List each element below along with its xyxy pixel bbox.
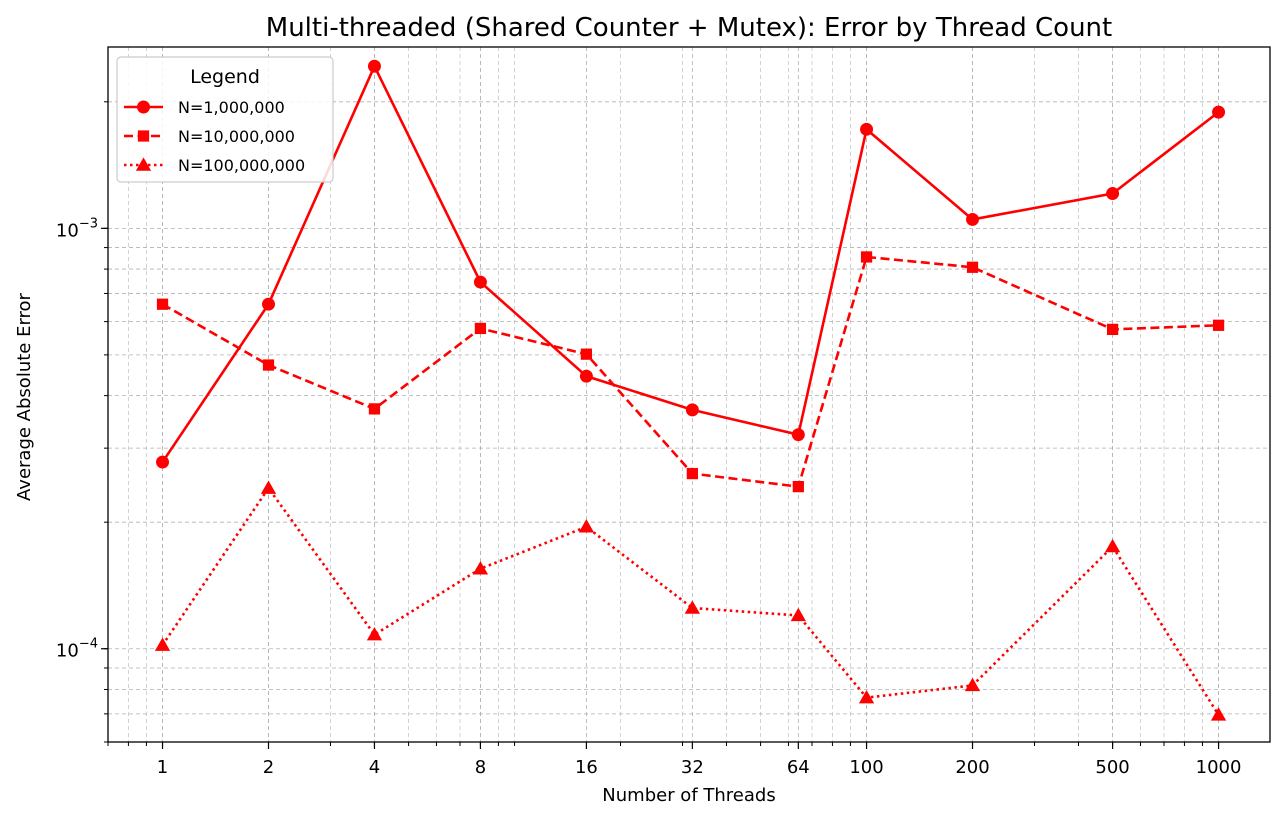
- data-point: [685, 403, 699, 417]
- chart-title: Multi-threaded (Shared Counter + Mutex):…: [266, 13, 1112, 43]
- data-point: [473, 275, 487, 289]
- data-point: [966, 261, 979, 273]
- x-tick-label: 100: [849, 757, 883, 778]
- series-line: [161, 255, 1219, 489]
- y-tick-label: 10−3: [56, 216, 98, 241]
- data-point: [578, 519, 595, 533]
- data-point: [368, 403, 381, 415]
- data-point: [790, 607, 806, 622]
- data-point: [579, 369, 593, 383]
- legend-box: [116, 56, 334, 183]
- grid-lines: [107, 47, 1270, 743]
- legend: Legend N=1,000,000 N=10,000,000 N=100,000,…: [116, 56, 334, 183]
- legend-entry: N=10,000,000: [124, 127, 295, 146]
- data-point: [858, 689, 875, 704]
- y-axis-label: Average Absolute Error: [14, 292, 35, 501]
- data-point: [684, 600, 701, 614]
- series-dotted: [154, 480, 1227, 721]
- data-point: [1212, 105, 1226, 119]
- y-tick-label: 10−4: [56, 637, 98, 662]
- data-point: [860, 251, 873, 263]
- x-tick-label: 32: [681, 757, 704, 778]
- legend-entries: N=1,000,000 N=10,000,000 N=100,000,000: [124, 98, 305, 175]
- data-point: [137, 100, 150, 114]
- data-point: [1212, 319, 1225, 331]
- data-point: [686, 467, 698, 480]
- x-tick-label: 64: [787, 757, 810, 778]
- x-tick-label: 16: [575, 757, 598, 778]
- x-tick-label: 8: [475, 757, 486, 778]
- data-point: [156, 455, 170, 469]
- data-point: [262, 297, 275, 311]
- data-point: [1104, 538, 1121, 553]
- legend-label: N=10,000,000: [178, 127, 295, 146]
- legend-title: Legend: [190, 66, 260, 88]
- x-tick-label: 200: [955, 757, 989, 778]
- data-point: [367, 59, 381, 73]
- axis-ticks: 1 2 4 8 16 32 64 100 200 500 1000 10−3 10−4: [56, 101, 1242, 778]
- x-tick-label: 2: [263, 757, 274, 778]
- data-point: [1210, 707, 1227, 721]
- data-point: [135, 157, 152, 171]
- x-tick-label: 500: [1095, 757, 1129, 778]
- data-point: [472, 561, 489, 575]
- x-axis-label: Number of Threads: [602, 785, 775, 806]
- data-series: [154, 59, 1227, 721]
- data-point: [154, 637, 171, 651]
- data-point: [474, 322, 487, 335]
- x-tick-label: 1000: [1196, 757, 1242, 778]
- legend-entry: N=1,000,000: [124, 98, 285, 117]
- data-point: [137, 130, 150, 142]
- legend-entry: N=100,000,000: [124, 156, 305, 175]
- plot-frame: [107, 46, 1271, 743]
- legend-label: N=100,000,000: [178, 156, 305, 175]
- data-point: [1106, 323, 1119, 336]
- data-point: [366, 627, 383, 641]
- data-point: [260, 480, 277, 494]
- data-point: [156, 298, 169, 310]
- x-tick-label: 4: [369, 757, 380, 778]
- data-point: [964, 677, 981, 692]
- x-tick-label: 1: [157, 757, 168, 778]
- data-point: [1106, 187, 1120, 201]
- data-point: [792, 481, 804, 493]
- series-dashed: [156, 251, 1225, 493]
- data-point: [262, 359, 275, 371]
- data-point: [966, 212, 979, 226]
- data-point: [860, 122, 874, 136]
- legend-label: N=1,000,000: [178, 98, 285, 117]
- series-solid: [156, 59, 1226, 469]
- data-point: [791, 428, 805, 442]
- data-point: [580, 348, 593, 360]
